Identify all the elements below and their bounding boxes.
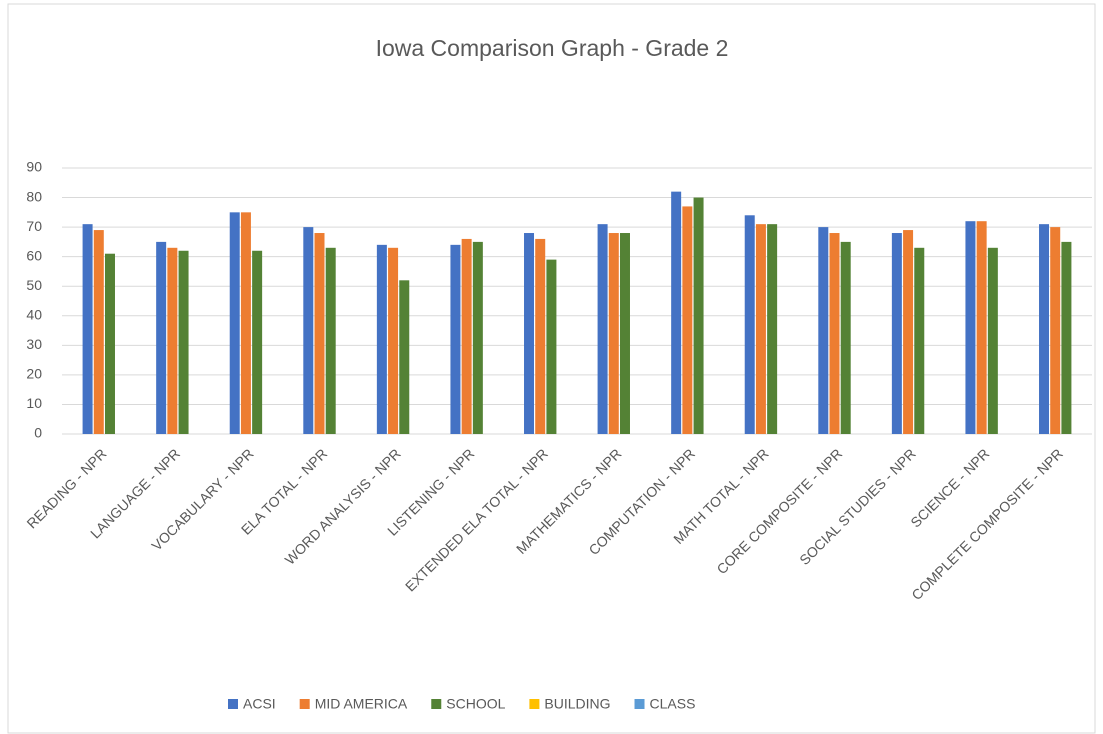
- bar: [891, 233, 902, 434]
- y-tick-label: 80: [26, 188, 42, 204]
- bar: [156, 241, 167, 434]
- bar: [829, 233, 840, 434]
- bar: [303, 227, 314, 434]
- bar: [987, 247, 998, 434]
- bar: [325, 247, 336, 434]
- bar: [682, 206, 693, 434]
- bar: [671, 191, 682, 434]
- y-tick-label: 20: [26, 366, 42, 382]
- bar: [93, 230, 104, 434]
- bar: [167, 247, 178, 434]
- legend-swatch: [228, 699, 238, 709]
- legend-swatch: [529, 699, 540, 709]
- bar: [597, 224, 608, 434]
- bar: [546, 259, 557, 434]
- bar: [104, 253, 115, 434]
- bar: [472, 241, 483, 434]
- bar: [693, 197, 704, 434]
- bar: [178, 250, 189, 434]
- bar: [903, 230, 914, 434]
- y-tick-label: 60: [26, 247, 42, 263]
- bar: [608, 233, 619, 434]
- legend-label: BUILDING: [544, 696, 610, 712]
- chart-title: Iowa Comparison Graph - Grade 2: [376, 35, 729, 61]
- y-tick-label: 90: [26, 159, 42, 175]
- y-tick-label: 50: [26, 277, 42, 293]
- bar: [314, 233, 325, 434]
- y-tick-label: 40: [26, 306, 42, 322]
- bar: [965, 221, 976, 434]
- y-tick-label: 70: [26, 218, 42, 234]
- bar: [450, 244, 461, 434]
- legend-swatch: [299, 699, 310, 709]
- legend-label: MID AMERICA: [315, 696, 408, 712]
- bar: [461, 238, 472, 434]
- y-tick-label: 10: [26, 395, 42, 411]
- bar: [535, 238, 546, 434]
- bar: [914, 247, 925, 434]
- bar: [1061, 241, 1072, 434]
- bar: [240, 212, 251, 434]
- legend-swatch: [634, 699, 645, 709]
- bar: [252, 250, 263, 434]
- bar: [744, 215, 755, 434]
- bar: [399, 280, 410, 434]
- bar: [619, 233, 630, 434]
- bar: [818, 227, 829, 434]
- legend-label: CLASS: [650, 696, 696, 712]
- y-tick-label: 0: [34, 425, 42, 441]
- bar: [840, 241, 851, 434]
- bar: [767, 224, 778, 434]
- bar: [229, 212, 240, 434]
- bar: [524, 233, 535, 434]
- legend-label: ACSI: [243, 696, 276, 712]
- bar: [755, 224, 766, 434]
- bar: [1039, 224, 1050, 434]
- bar: [388, 247, 399, 434]
- legend-label: SCHOOL: [446, 696, 505, 712]
- legend-swatch: [431, 699, 442, 709]
- bar: [82, 224, 93, 434]
- bar: [1050, 227, 1061, 434]
- y-tick-label: 30: [26, 336, 42, 352]
- bar: [376, 244, 387, 434]
- bar: [976, 221, 987, 434]
